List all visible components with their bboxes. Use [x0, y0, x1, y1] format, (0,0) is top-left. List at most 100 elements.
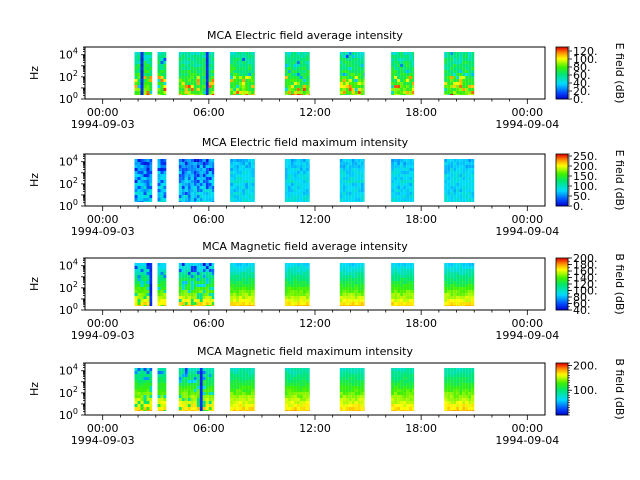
spectrogram-cell	[453, 91, 457, 94]
spectrogram-cell	[157, 189, 161, 192]
spectrogram-cell	[296, 386, 300, 389]
spectrogram-cell	[287, 82, 291, 85]
spectrogram-cell	[199, 266, 203, 269]
spectrogram-cell	[302, 410, 306, 411]
spectrogram-cell	[146, 94, 150, 95]
spectrogram-cell	[236, 73, 240, 76]
spectrogram-cell	[468, 377, 472, 380]
spectrogram-cell	[453, 389, 457, 392]
spectrogram-cell	[242, 383, 246, 386]
spectrogram-cell	[296, 198, 300, 201]
spectrogram-cell	[208, 281, 212, 284]
spectrogram-cell	[459, 266, 463, 269]
colorbar-segment	[556, 304, 568, 307]
spectrogram-cell	[453, 392, 457, 395]
spectrogram-cell	[199, 195, 203, 198]
spectrogram-cell	[391, 174, 395, 177]
spectrogram-cell	[299, 368, 303, 371]
spectrogram-cell	[357, 296, 361, 299]
spectrogram-cell	[149, 171, 153, 174]
spectrogram-cell	[199, 302, 203, 305]
spectrogram-cell	[251, 293, 255, 296]
spectrogram-cell	[459, 171, 463, 174]
spectrogram-cell	[406, 284, 410, 287]
spectrogram-cell	[351, 380, 355, 383]
spectrogram-cell	[233, 407, 237, 410]
spectrogram-cell	[394, 70, 398, 73]
spectrogram-cell	[230, 302, 234, 305]
spectrogram-cell	[447, 287, 451, 290]
spectrogram-cell	[163, 165, 167, 168]
spectrogram-cell	[391, 290, 395, 293]
spectrogram-cell	[412, 281, 415, 284]
spectrogram-cell	[187, 55, 191, 58]
spectrogram-cell	[284, 171, 288, 174]
spectrogram-cell	[187, 293, 191, 296]
spectrogram-cell	[357, 368, 361, 371]
spectrogram-cell	[149, 88, 153, 91]
spectrogram-cell	[190, 189, 194, 192]
spectrogram-cell	[233, 386, 237, 389]
spectrogram-cell	[284, 368, 288, 371]
spectrogram-cell	[239, 275, 243, 278]
spectrogram-cell	[178, 159, 182, 162]
spectrogram-cell	[160, 293, 164, 296]
spectrogram-cell	[391, 281, 395, 284]
axes-frame	[84, 362, 546, 416]
spectrogram-cell	[339, 64, 343, 67]
spectrogram-cell	[242, 168, 246, 171]
x-tick-label: 00:00	[511, 422, 543, 435]
spectrogram-cell	[400, 392, 404, 395]
spectrogram-cell	[397, 94, 401, 95]
colorbar-segment	[556, 200, 568, 203]
colorbar: 0.20.40.60.80.100.120. E field (dB)	[555, 43, 626, 106]
spectrogram-cell	[406, 377, 410, 380]
spectrogram-cell	[193, 91, 197, 94]
spectrogram-cell	[184, 73, 188, 76]
spectrogram-cell	[199, 177, 203, 180]
spectrogram-cell	[354, 404, 358, 407]
spectrogram-cell	[456, 162, 460, 165]
spectrogram-cell	[251, 407, 255, 410]
spectrogram-cell	[342, 302, 346, 305]
spectrogram-cell	[287, 70, 291, 73]
spectrogram-cell	[394, 174, 398, 177]
spectrogram-cell	[462, 189, 466, 192]
spectrogram-cell	[293, 284, 297, 287]
spectrogram-cell	[190, 88, 194, 91]
spectrogram-cell	[360, 88, 364, 91]
spectrogram-cell	[137, 180, 141, 183]
spectrogram-cell	[406, 201, 410, 202]
spectrogram-cell	[184, 186, 188, 189]
spectrogram-cell	[178, 374, 182, 377]
spectrogram-cell	[251, 168, 255, 171]
spectrogram-cell	[406, 389, 410, 392]
spectrogram-cell	[459, 91, 463, 94]
spectrogram-cell	[471, 201, 475, 202]
spectrogram-cell	[357, 64, 361, 67]
spectrogram-cell	[354, 263, 358, 266]
spectrogram-cell	[196, 73, 200, 76]
spectrogram-cell	[293, 386, 297, 389]
spectrogram-cell	[248, 368, 252, 371]
spectrogram-cell	[412, 174, 415, 177]
spectrogram-cell	[199, 383, 203, 386]
spectrogram-cell	[202, 278, 206, 281]
spectrogram-cell	[284, 275, 288, 278]
spectrogram-cell	[149, 269, 153, 272]
spectrogram-cell	[459, 407, 463, 410]
spectrogram-cell	[178, 174, 182, 177]
spectrogram-cell	[149, 263, 153, 266]
spectrogram-cell	[178, 272, 182, 275]
spectrogram-cell	[239, 58, 243, 61]
spectrogram-cell	[199, 263, 203, 266]
spectrogram-cell	[134, 296, 138, 299]
spectrogram-cell	[290, 290, 294, 293]
spectrogram-cell	[163, 275, 167, 278]
spectrogram-cell	[409, 371, 413, 374]
spectrogram-cell	[242, 380, 246, 383]
spectrogram-cell	[208, 401, 212, 404]
spectrogram-cell	[202, 401, 206, 404]
spectrogram-cell	[394, 368, 398, 371]
spectrogram-cell	[143, 389, 147, 392]
